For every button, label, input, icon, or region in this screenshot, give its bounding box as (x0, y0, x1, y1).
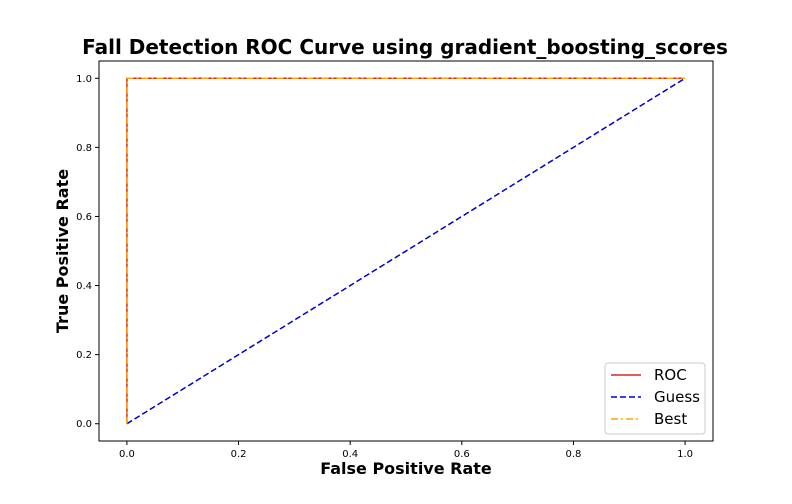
series-layer (126, 77, 686, 425)
legend-label-guess: Guess (654, 388, 700, 406)
x-tick-label: 0.2 (231, 449, 247, 460)
chart-title: Fall Detection ROC Curve using gradient_… (82, 35, 728, 59)
x-tick-label: 0.6 (454, 449, 470, 460)
y-tick-label: 0.2 (76, 350, 92, 361)
legend-label-best: Best (654, 410, 687, 428)
y-tick-label: 0.4 (76, 281, 92, 292)
y-tick-label: 0.6 (76, 212, 92, 223)
x-axis-label: False Positive Rate (320, 459, 492, 478)
y-axis-label: True Positive Rate (53, 169, 72, 333)
legend: ROC Guess Best (604, 362, 706, 435)
series-line-guess (126, 77, 686, 425)
x-tick-label: 0.8 (566, 449, 582, 460)
x-axis-ticks: 0.0 0.2 0.4 0.6 0.8 1.0 (119, 441, 693, 460)
legend-label-roc: ROC (654, 366, 687, 384)
y-axis-ticks: 0.0 0.2 0.4 0.6 0.8 1.0 (76, 74, 99, 430)
y-tick-label: 1.0 (76, 74, 92, 85)
legend-box (604, 362, 706, 435)
y-tick-label: 0.8 (76, 143, 92, 154)
x-tick-label: 1.0 (677, 449, 693, 460)
y-tick-label: 0.0 (76, 419, 92, 430)
x-tick-label: 0.0 (119, 449, 135, 460)
x-tick-label: 0.4 (342, 449, 358, 460)
plot-area-frame (98, 60, 714, 442)
series-line-best (126, 77, 686, 424)
